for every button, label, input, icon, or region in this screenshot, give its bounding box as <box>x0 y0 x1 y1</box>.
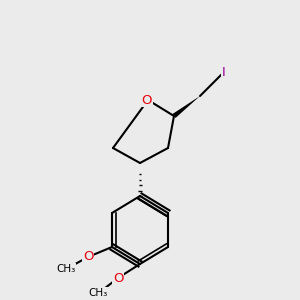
Text: CH₃: CH₃ <box>88 288 108 298</box>
Text: O: O <box>113 272 123 284</box>
Text: O: O <box>142 94 152 106</box>
Text: I: I <box>222 67 226 80</box>
Polygon shape <box>172 96 200 118</box>
Text: O: O <box>83 250 93 263</box>
Text: CH₃: CH₃ <box>56 264 76 274</box>
